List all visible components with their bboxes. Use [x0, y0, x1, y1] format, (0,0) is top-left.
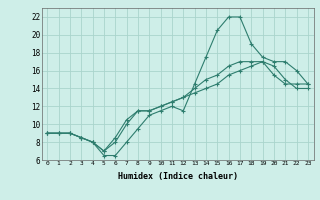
X-axis label: Humidex (Indice chaleur): Humidex (Indice chaleur): [118, 172, 237, 181]
